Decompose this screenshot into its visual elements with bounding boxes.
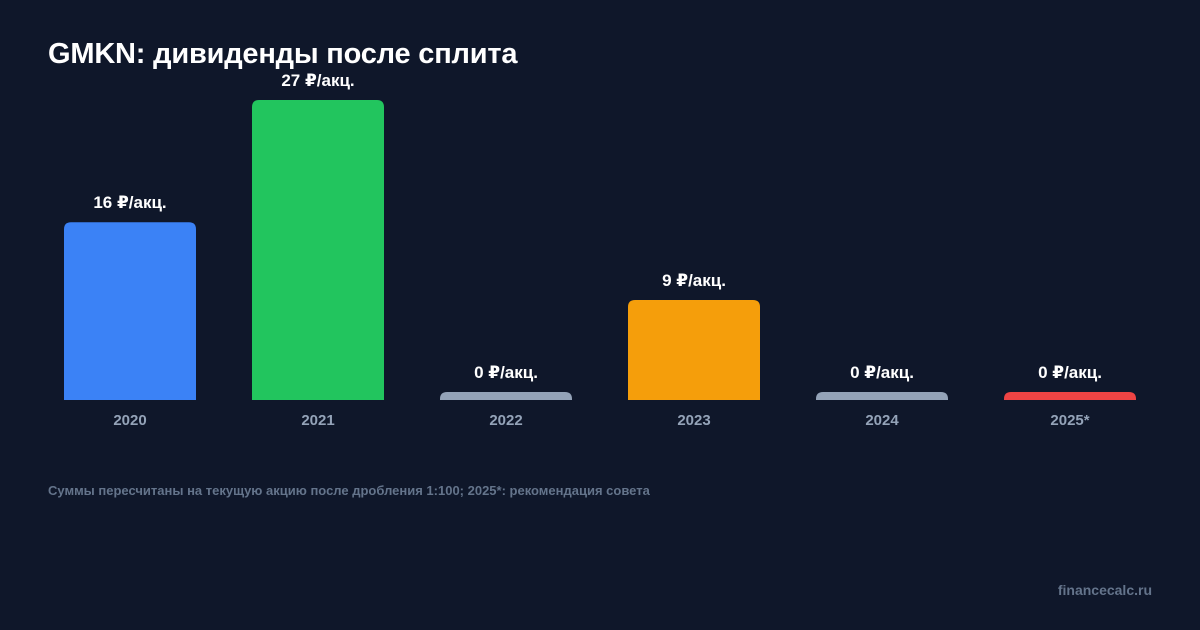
footnote: Суммы пересчитаны на текущую акцию после… <box>48 483 650 498</box>
x-tick-label: 2022 <box>489 412 522 429</box>
bar-2022 <box>440 392 572 400</box>
value-label: 16 ₽/акц. <box>93 193 166 212</box>
x-tick-label: 2023 <box>677 412 710 429</box>
x-tick-label: 2025* <box>1050 412 1089 429</box>
bar-2021 <box>252 100 384 400</box>
bar-2020 <box>64 222 196 400</box>
value-label: 9 ₽/акц. <box>662 271 726 290</box>
bar-2024 <box>816 392 948 400</box>
value-label: 0 ₽/акц. <box>850 363 914 382</box>
bar-2025 <box>1004 392 1136 400</box>
chart-title: GMKN: дивиденды после сплита <box>48 38 518 70</box>
source-watermark: financecalc.ru <box>1057 582 1152 598</box>
value-label: 0 ₽/акц. <box>1038 363 1102 382</box>
x-tick-label: 2020 <box>113 412 146 429</box>
value-label: 0 ₽/акц. <box>474 363 538 382</box>
x-tick-label: 2021 <box>301 412 334 429</box>
value-label: 27 ₽/акц. <box>281 71 354 90</box>
x-tick-label: 2024 <box>865 412 899 429</box>
bar-2023 <box>628 300 760 400</box>
